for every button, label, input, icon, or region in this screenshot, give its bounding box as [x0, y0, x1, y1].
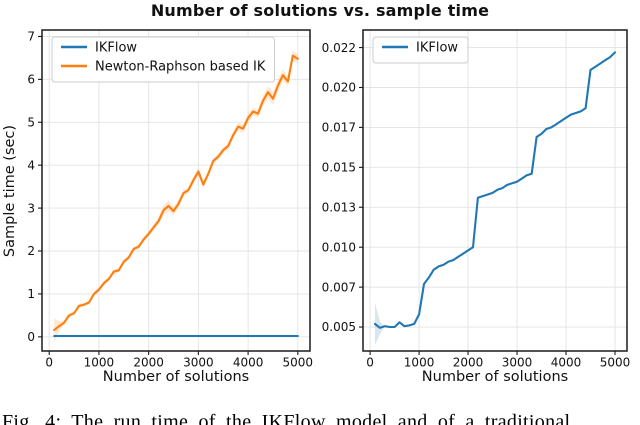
ikflow-line — [373, 51, 617, 329]
x-tick-label: 2000 — [133, 356, 164, 370]
y-tick-label: 4 — [27, 158, 35, 172]
x-tick-label: 0 — [366, 356, 374, 370]
legend-label: Newton-Raphson based IK — [95, 60, 266, 75]
x-tick-label: 3000 — [502, 356, 533, 370]
right-plot: 0 1000 2000 3000 4000 5000 0.005 0.007 0.010 0.01… — [322, 29, 631, 370]
y-tick-label: 0.017 — [322, 121, 356, 135]
left-series — [53, 50, 299, 342]
x-tick-label: 2000 — [453, 356, 484, 370]
right-series — [373, 51, 617, 345]
y-tick-label: 0.005 — [322, 320, 356, 334]
left-xaxis-label: Number of solutions — [102, 369, 250, 385]
y-tick-label: 0.022 — [322, 41, 356, 55]
right-legend: IKFlow — [372, 36, 469, 64]
y-tick-label: 1 — [27, 287, 35, 301]
right-axes: 0 1000 2000 3000 4000 5000 0.005 0.007 0.010 0.01… — [322, 41, 631, 370]
x-tick-label: 5000 — [600, 356, 631, 370]
confidence-band — [375, 52, 615, 345]
x-tick-label: 3000 — [183, 356, 214, 370]
figure-caption: Fig. 4: The run time of the IKFlow model… — [2, 411, 571, 425]
x-tick-label: 1000 — [84, 356, 115, 370]
plot-frame — [362, 29, 628, 352]
legend-label: IKFlow — [95, 41, 137, 56]
y-tick-label: 2 — [27, 244, 35, 258]
y-tick-label: 3 — [27, 201, 35, 215]
left-axes: 0 1000 2000 3000 4000 5000 0 1 2 3 4 5 6 7 — [27, 30, 313, 370]
left-legend: IKFlow Newton-Raphson based IK — [51, 36, 275, 83]
x-tick-label: 4000 — [551, 356, 582, 370]
charts-canvas: 0 1000 2000 3000 4000 5000 0 1 2 3 4 5 6 7 IKFlow Newto… — [27, 29, 631, 370]
figure-title: Number of solutions vs. sample time — [150, 1, 490, 20]
y-tick-label: 0.013 — [322, 200, 356, 214]
y-tick-label: 0.010 — [322, 240, 356, 254]
y-tick-label: 5 — [27, 115, 35, 129]
right-xaxis-label: Number of solutions — [421, 369, 569, 385]
newton-raphson-based-ik-line — [53, 54, 299, 332]
right-gridlines — [363, 30, 627, 351]
y-tick-label: 7 — [27, 30, 35, 44]
plot-frame — [41, 29, 311, 352]
y-tick-label: 0.007 — [322, 280, 356, 294]
y-tick-label: 0.020 — [322, 81, 356, 95]
left-yaxis-label: Sample time (sec) — [2, 124, 18, 258]
legend-label: IKFlow — [416, 41, 458, 56]
x-tick-label: 0 — [45, 356, 53, 370]
x-tick-label: 5000 — [283, 356, 314, 370]
left-plot: 0 1000 2000 3000 4000 5000 0 1 2 3 4 5 6 7 IKFlow Newto… — [27, 29, 313, 370]
y-tick-label: 6 — [27, 73, 35, 87]
confidence-band — [54, 50, 298, 342]
y-tick-label: 0 — [27, 330, 35, 344]
x-tick-label: 4000 — [233, 356, 264, 370]
x-tick-label: 1000 — [404, 356, 435, 370]
y-tick-label: 0.015 — [322, 161, 356, 175]
